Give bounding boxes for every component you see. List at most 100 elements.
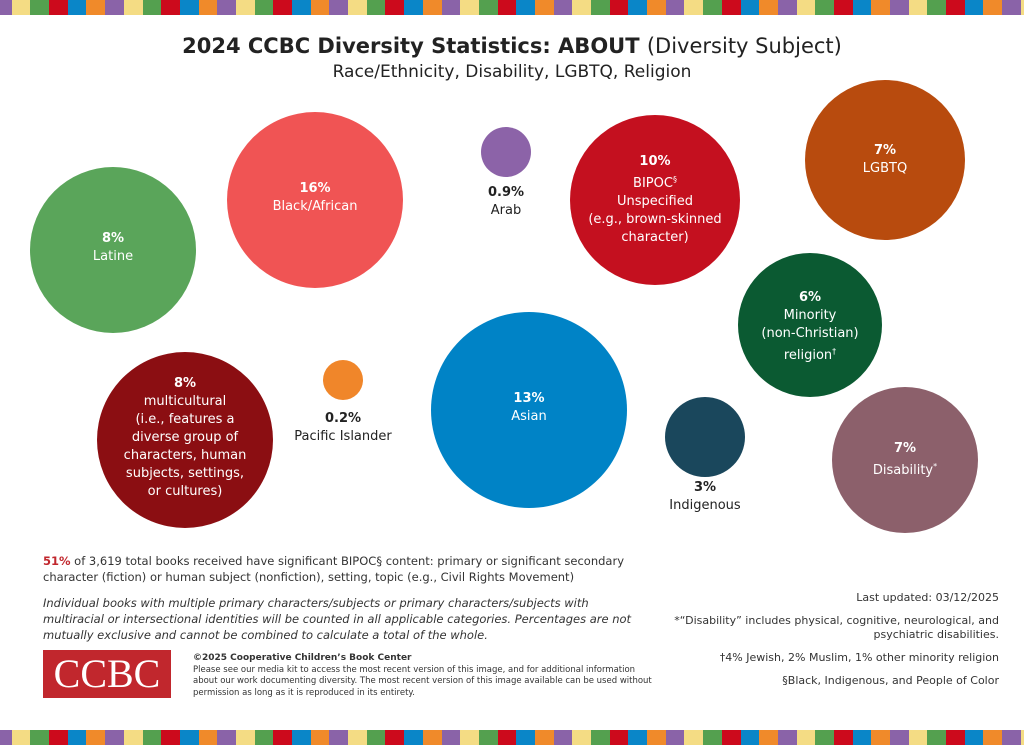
bubble-pacific-islander [323, 360, 363, 400]
stripe-segment [179, 730, 199, 745]
stripe-segment [273, 730, 292, 745]
stripe-segment [721, 730, 741, 745]
stripe-segment [292, 0, 311, 15]
stripe-segment [254, 0, 274, 15]
stripe-segment [721, 0, 741, 15]
stripe-segment [441, 730, 461, 745]
bubble-category: multicultural [143, 394, 227, 409]
bubble-category: or cultures) [147, 484, 223, 499]
bubble-category: (e.g., brown-skinned [588, 212, 722, 228]
stripe-segment [777, 730, 797, 745]
stripe-segment [11, 0, 31, 15]
stripe-segment [815, 0, 834, 15]
stripe-segment [217, 730, 236, 745]
bubble-percent: 8% [173, 376, 197, 391]
stripe-segment [142, 0, 162, 15]
stripe-segment [404, 730, 423, 745]
stripe-segment [927, 730, 947, 745]
bubble-category: Arab [490, 203, 522, 218]
stripe-segment [105, 730, 124, 745]
stripe-segment [478, 730, 498, 745]
footnote-religion: †4% Jewish, 2% Muslim, 1% other minority… [719, 651, 999, 664]
ccbc-logo: CCBC [43, 650, 171, 698]
bubble-percent: 6% [798, 289, 822, 305]
stripe-segment [946, 0, 965, 15]
stripe-segment [964, 730, 984, 745]
bubble-lgbtq [805, 80, 965, 240]
bubble-percent: 3% [693, 480, 717, 495]
bubble-percent: 7% [893, 440, 917, 456]
stripe-segment [30, 730, 50, 745]
stripe-segment [86, 730, 106, 745]
bubble-category: Unspecified [617, 194, 693, 210]
stripe-segment [161, 730, 180, 745]
bubble-label: 0.2% Pacific Islander [294, 410, 391, 446]
bubble-category: (i.e., features a [135, 412, 235, 427]
bubble-bipoc [570, 115, 740, 285]
stripe-segment [422, 0, 442, 15]
bubble-category: BIPOC§ [633, 174, 677, 192]
stripe-segment [628, 730, 648, 745]
bubble-label: 7% Disability* [873, 440, 937, 480]
bubble-category: subjects, settings, [125, 466, 245, 481]
stripe-segment [665, 0, 685, 15]
bubble-arab [481, 127, 531, 177]
stripe-segment [572, 730, 591, 745]
stripe-segment [534, 730, 554, 745]
title-bold: 2024 CCBC Diversity Statistics: ABOUT [182, 34, 640, 58]
stripe-segment [0, 0, 12, 15]
stripe-segment [235, 730, 255, 745]
bubble-percent: 0.2% [324, 411, 362, 426]
bubble-category: Latine [92, 249, 134, 264]
stripe-segment [609, 0, 629, 15]
stripe-segment [591, 0, 610, 15]
bottom-color-stripe [0, 730, 1024, 745]
stripe-segment [422, 730, 442, 745]
bubble-label: 13% Asian [511, 390, 546, 426]
stripe-segment [946, 730, 965, 745]
stripe-segment [534, 0, 554, 15]
stripe-segment [890, 0, 909, 15]
bubble-category: (non-Christian) [761, 325, 859, 341]
stripe-segment [908, 730, 928, 745]
stripe-segment [217, 0, 236, 15]
stripe-segment [833, 730, 853, 745]
stripe-segment [890, 730, 909, 745]
stripe-segment [759, 730, 778, 745]
stripe-segment [198, 730, 218, 745]
stripe-segment [497, 0, 517, 15]
bubble-percent: 0.9% [487, 185, 525, 200]
stripe-segment [927, 0, 947, 15]
stripe-segment [142, 730, 162, 745]
bubble-percent: 8% [101, 231, 125, 246]
stripe-segment [815, 730, 834, 745]
stripe-segment [460, 0, 479, 15]
stripe-segment [348, 0, 367, 15]
chart-title: 2024 CCBC Diversity Statistics: ABOUT (D… [0, 34, 1024, 58]
bubble-category: characters, human [123, 448, 247, 463]
stripe-segment [329, 0, 349, 15]
stripe-segment [67, 730, 87, 745]
stripe-segment [796, 730, 816, 745]
stripe-segment [460, 730, 479, 745]
bubble-percent: 16% [299, 181, 331, 196]
stripe-segment [852, 0, 872, 15]
stripe-segment [516, 0, 535, 15]
bubble-category: Asian [511, 409, 547, 424]
bubble-category: LGBTQ [862, 161, 908, 176]
bubble-category: character) [621, 230, 689, 246]
stripe-segment [179, 0, 199, 15]
bubble-category: religion† [783, 346, 837, 364]
bubble-multicultural [97, 352, 273, 528]
stripe-segment [497, 730, 517, 745]
stripe-segment [105, 0, 124, 15]
summary-text: 51% of 3,619 total books received have s… [43, 553, 643, 585]
stripe-segment [983, 0, 1003, 15]
bubble-black-african [227, 112, 403, 288]
stripe-segment [86, 0, 106, 15]
bubble-label: 16% Black/African [273, 180, 358, 216]
stripe-segment [441, 0, 461, 15]
stripe-segment [1002, 0, 1021, 15]
last-updated: Last updated: 03/12/2025 [856, 591, 999, 604]
stripe-segment [796, 0, 816, 15]
